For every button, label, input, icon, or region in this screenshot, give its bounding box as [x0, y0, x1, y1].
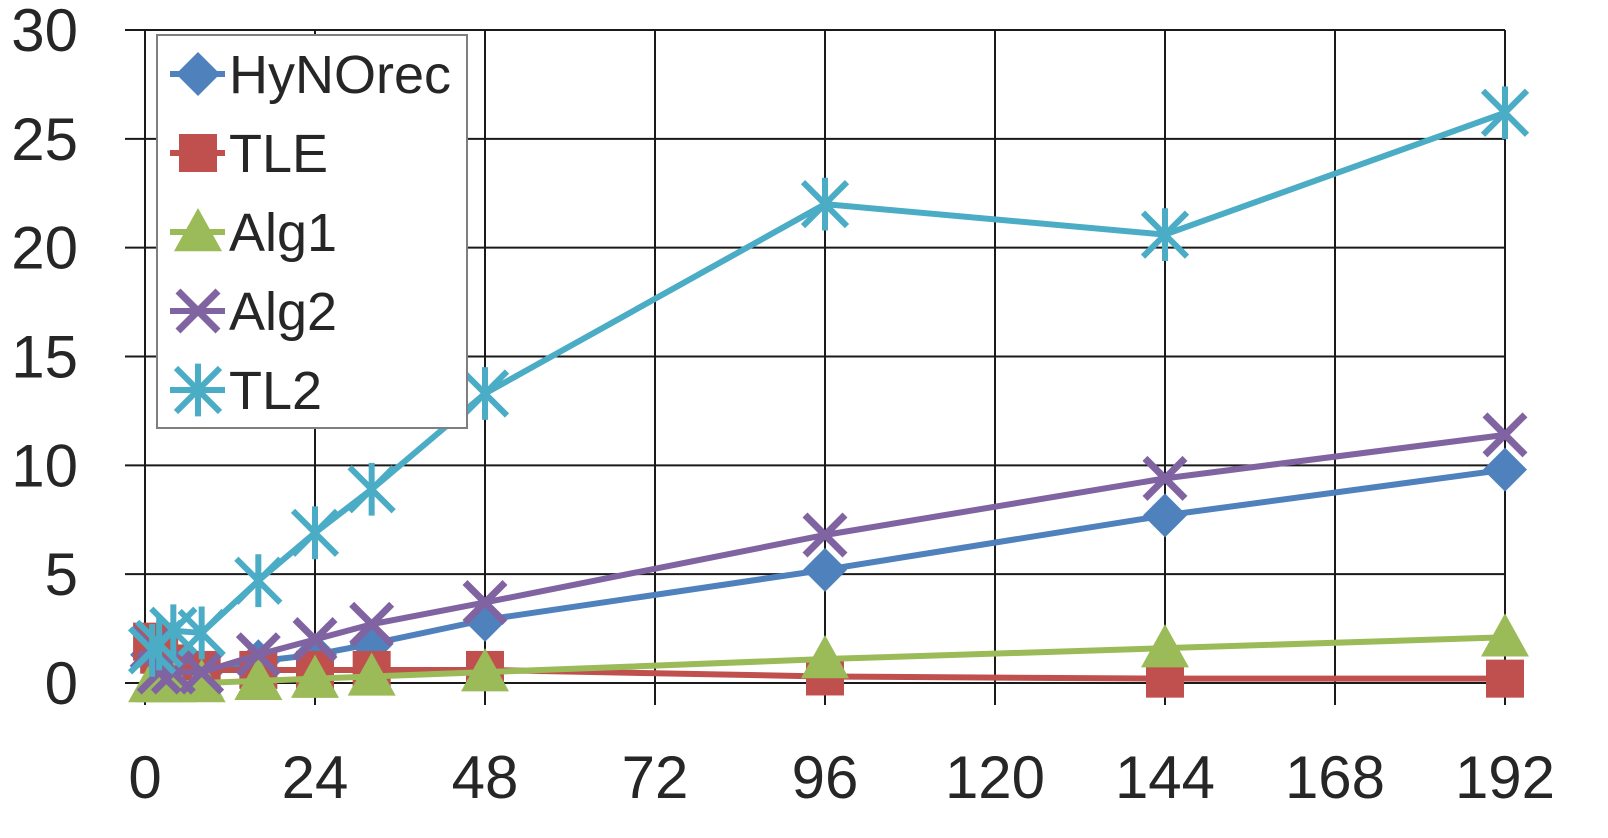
data-point [234, 554, 283, 608]
data-point [347, 652, 396, 696]
x-tick-label: 168 [1285, 744, 1385, 811]
data-point [292, 616, 338, 662]
legend-entry: TL2 [170, 361, 322, 421]
y-tick-label: 25 [11, 106, 78, 173]
legend-label: Alg2 [229, 282, 337, 342]
data-point [1481, 613, 1529, 657]
data-point [801, 635, 849, 679]
data-point [177, 606, 226, 660]
data-point [1482, 412, 1528, 458]
data-point [1486, 659, 1524, 698]
legend-marker [175, 288, 221, 334]
x-tick-label: 48 [452, 744, 519, 811]
data-point [179, 649, 225, 695]
data-point [800, 177, 850, 231]
data-point [234, 656, 283, 701]
x-tick-label: 144 [1115, 744, 1215, 811]
data-point [291, 654, 339, 698]
y-tick-label: 10 [11, 432, 78, 499]
legend: HyNOrec TLE Alg1 Alg2 TL2 [156, 34, 468, 429]
series-tl2 [127, 86, 1530, 677]
data-point [1483, 447, 1527, 492]
legend-entry: Alg1 [170, 203, 337, 263]
legend-label: TLE [229, 124, 328, 184]
data-point [347, 462, 396, 516]
data-point [802, 512, 848, 558]
data-point [462, 579, 508, 625]
y-tick-label: 30 [11, 0, 78, 64]
legend-marker [176, 52, 220, 96]
x-tick-label: 120 [945, 744, 1045, 811]
data-point [349, 601, 395, 647]
x-tick-label: 192 [1455, 744, 1555, 811]
series-alg2 [129, 412, 1528, 695]
y-tick-label: 20 [11, 215, 78, 282]
data-point [1142, 455, 1188, 501]
axis-ticks: 0 5 10 15 20 25 30 0 24 48 72 96 120 144 168 192 [11, 0, 1555, 811]
x-tick-label: 24 [282, 744, 349, 811]
x-tick-label: 96 [792, 744, 859, 811]
data-point [1140, 208, 1190, 262]
data-point [460, 367, 510, 420]
legend-label: HyNOrec [229, 45, 451, 105]
data-point [803, 547, 847, 592]
data-point [1141, 624, 1189, 668]
x-tick-label: 0 [128, 744, 161, 811]
data-point [1143, 493, 1187, 538]
legend-entry: HyNOrec [170, 45, 451, 105]
legend-marker [179, 134, 217, 172]
data-point [1480, 86, 1530, 140]
data-point [235, 632, 281, 678]
y-tick-label: 0 [45, 650, 78, 717]
legend-label: Alg1 [229, 203, 337, 263]
x-tick-label: 72 [622, 744, 689, 811]
legend-marker [173, 363, 223, 417]
data-point [461, 648, 509, 692]
data-point [290, 506, 340, 560]
legend-label: TL2 [229, 361, 322, 421]
series-group [127, 86, 1530, 703]
y-tick-label: 5 [45, 541, 78, 608]
legend-entry: Alg2 [170, 282, 337, 342]
legend-marker [174, 208, 222, 252]
y-tick-label: 15 [11, 324, 78, 391]
legend-entry: TLE [170, 124, 328, 184]
